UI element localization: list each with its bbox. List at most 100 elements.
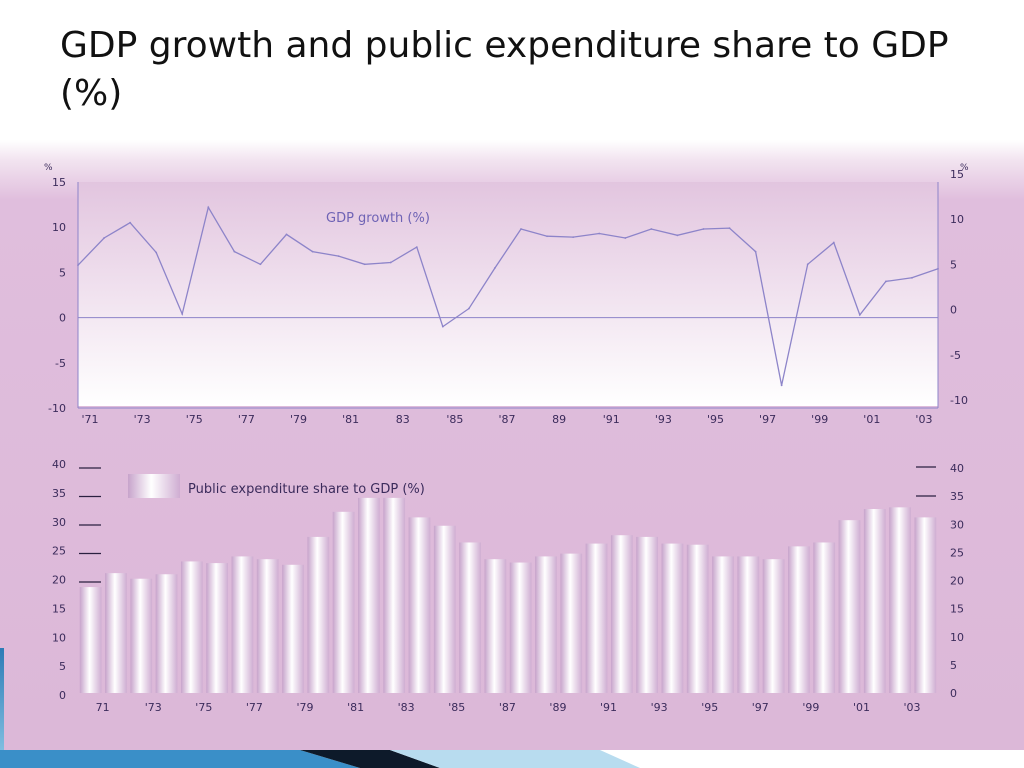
expenditure-bar-1978 <box>256 559 279 693</box>
expenditure-x-tick-label: '03 <box>904 701 921 714</box>
gdp-point-1975 <box>181 313 184 315</box>
slide-footer-wave <box>0 750 640 768</box>
expenditure-left-tick-label: 30 <box>52 516 66 529</box>
expenditure-x-tick-label: '77 <box>246 701 263 714</box>
gdp-left-unit: % <box>44 163 53 173</box>
expenditure-bar-1999 <box>788 546 810 693</box>
gdp-point-2002 <box>884 280 887 283</box>
expenditure-left-tick-label: 15 <box>52 602 66 615</box>
expenditure-bar-1990 <box>560 553 583 693</box>
expenditure-bar-1995 <box>686 544 709 693</box>
expenditure-right-tick-label: 5 <box>950 659 957 672</box>
gdp-x-tick-label: '71 <box>81 413 98 426</box>
expenditure-bar-2002 <box>863 509 886 693</box>
expenditure-bar-2004 <box>914 517 937 693</box>
expenditure-right-tick-label: 30 <box>950 518 964 531</box>
expenditure-bar-1972 <box>105 573 127 693</box>
expenditure-left-tick-label: 0 <box>59 689 66 702</box>
slide-left-accent <box>0 648 4 750</box>
expenditure-bar-1981 <box>332 511 355 693</box>
expenditure-bar-2003 <box>889 507 911 693</box>
gdp-point-2000 <box>832 241 835 244</box>
expenditure-x-tick-label: '01 <box>853 701 870 714</box>
gdp-x-tick-label: '77 <box>238 413 255 426</box>
expenditure-bar-1977 <box>231 556 254 693</box>
gdp-point-2003 <box>911 276 913 279</box>
gdp-point-1999 <box>806 263 809 266</box>
expenditure-x-tick-label: '81 <box>347 701 364 714</box>
expenditure-left-tick-label: 25 <box>52 545 66 558</box>
gdp-x-tick-label: 89 <box>552 413 566 426</box>
gdp-x-tick-label: '01 <box>863 413 880 426</box>
expenditure-right-tick-label: 25 <box>950 546 964 559</box>
gdp-point-1982 <box>363 263 366 266</box>
gdp-legend-label: GDP growth (%) <box>326 211 430 226</box>
expenditure-left-tick-label: 20 <box>52 574 66 587</box>
gdp-point-1988 <box>520 228 522 230</box>
expenditure-left-tick-label: 5 <box>59 660 66 673</box>
gdp-left-tick-label: 15 <box>52 176 66 189</box>
expenditure-bar-1976 <box>206 563 228 693</box>
expenditure-bar-1983 <box>383 497 406 693</box>
expenditure-right-tick-label: 15 <box>950 603 964 616</box>
expenditure-x-tick-label: '91 <box>600 701 617 714</box>
gdp-point-1974 <box>155 251 158 254</box>
gdp-x-tick-label: '81 <box>342 413 359 426</box>
gdp-point-1991 <box>598 232 601 235</box>
expenditure-bar-2001 <box>838 520 861 693</box>
expenditure-bar-1986 <box>459 542 481 693</box>
expenditure-x-tick-label: '89 <box>549 701 566 714</box>
gdp-point-1996 <box>728 227 731 230</box>
expenditure-bar-1984 <box>408 517 431 693</box>
expenditure-right-tick-label: 40 <box>950 462 964 475</box>
expenditure-right-tick-label: 0 <box>950 687 957 700</box>
expenditure-bar-1973 <box>130 578 153 693</box>
gdp-left-tick-label: 0 <box>59 312 66 325</box>
gdp-point-1971 <box>77 264 79 267</box>
gdp-x-tick-label: '73 <box>134 413 151 426</box>
gdp-x-tick-label: '95 <box>707 413 724 426</box>
expenditure-bar-2000 <box>813 542 836 693</box>
gdp-left-tick-label: -5 <box>55 357 66 370</box>
expenditure-legend-label: Public expenditure share to GDP (%) <box>188 482 425 497</box>
gdp-x-tick-label: '03 <box>915 413 932 426</box>
gdp-right-tick-label: -5 <box>950 349 961 362</box>
expenditure-x-tick-label: '93 <box>651 701 668 714</box>
gdp-growth-chart: % % 15 10 5 0 -5 -10 15 10 5 0 -5 -10 '71 '73 '75 '77… <box>44 163 969 426</box>
expenditure-bar-1987 <box>484 559 507 693</box>
gdp-x-tick-label: '85 <box>446 413 463 426</box>
expenditure-left-tick-label: 35 <box>52 487 66 500</box>
expenditure-bar-1974 <box>155 574 178 693</box>
expenditure-x-tick-label: 71 <box>96 701 110 714</box>
expenditure-bar-1988 <box>509 562 532 693</box>
gdp-plot-background <box>78 182 938 406</box>
gdp-right-tick-label: 10 <box>950 213 964 226</box>
gdp-point-1983 <box>389 261 392 264</box>
gdp-x-tick-label: '75 <box>186 413 203 426</box>
gdp-point-1987 <box>494 266 496 269</box>
gdp-point-1998 <box>780 384 783 387</box>
expenditure-bar-1980 <box>307 536 330 693</box>
gdp-point-2004 <box>937 267 939 270</box>
expenditure-bar-1994 <box>661 543 684 693</box>
expenditure-x-tick-label: '73 <box>145 701 162 714</box>
expenditure-x-tick-label: '87 <box>499 701 516 714</box>
expenditure-x-tick-label: '75 <box>195 701 212 714</box>
gdp-point-1976 <box>207 206 210 209</box>
expenditure-x-tick-label: '85 <box>448 701 465 714</box>
expenditure-bar-1992 <box>610 535 633 693</box>
gdp-right-tick-label: 0 <box>950 304 957 317</box>
gdp-left-tick-label: 10 <box>52 221 66 234</box>
expenditure-bar-1982 <box>358 497 380 693</box>
slide-title: GDP growth and public expenditure share … <box>60 25 949 114</box>
gdp-point-1993 <box>650 228 653 230</box>
gdp-point-1978 <box>259 263 262 266</box>
expenditure-x-tick-label: '97 <box>752 701 769 714</box>
chart-area: % % 15 10 5 0 -5 -10 15 10 5 0 -5 -10 '71 '73 '75 '77… <box>44 163 969 714</box>
expenditure-bar-1991 <box>585 543 608 693</box>
gdp-point-1973 <box>129 221 132 224</box>
expenditure-bar-1993 <box>636 536 658 693</box>
expenditure-right-tick-label: 35 <box>950 490 964 503</box>
gdp-right-tick-label: 15 <box>950 168 964 181</box>
expenditure-bar-1975 <box>180 561 203 693</box>
